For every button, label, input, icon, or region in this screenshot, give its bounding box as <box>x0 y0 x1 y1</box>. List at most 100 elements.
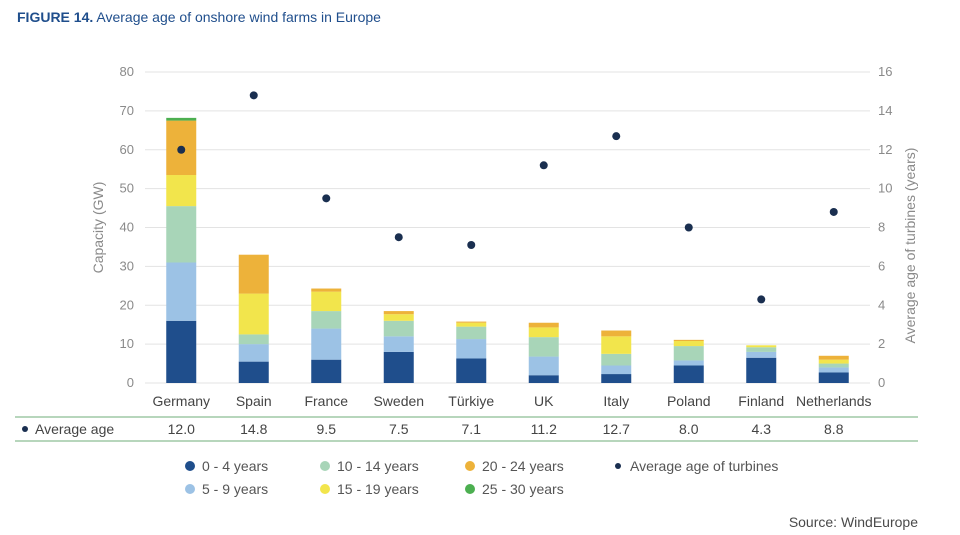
bar-finland-5-9-years <box>746 351 777 358</box>
bar-france-10-14-years <box>311 311 342 329</box>
age-dot-finland <box>757 295 766 304</box>
bar-uk-20-24-years <box>528 322 559 328</box>
bar-sweden-10-14-years <box>383 320 414 337</box>
bar-germany-5-9-years <box>166 262 197 321</box>
bar-sweden-20-24-years <box>383 311 414 315</box>
category-label-poland: Poland <box>667 393 711 409</box>
age-value-uk: 11.2 <box>531 421 557 437</box>
bar-germany-10-14-years <box>166 206 197 263</box>
bar-italy-10-14-years <box>601 353 632 366</box>
y2-tick-0: 0 <box>878 375 885 390</box>
y2-tick-14: 14 <box>878 103 892 118</box>
y-axis-label: Capacity (GW) <box>90 182 106 274</box>
bar-uk-15-19-years <box>528 327 559 338</box>
legend-label-5-9-years: 5 - 9 years <box>202 481 268 497</box>
age-value-sweden: 7.5 <box>389 421 409 437</box>
bar-netherlands-20-24-years <box>818 355 849 360</box>
legend-label-20-24-years: 20 - 24 years <box>482 458 564 474</box>
age-value-spain: 14.8 <box>240 421 267 437</box>
legend-marker-25-30-years <box>465 484 475 494</box>
y-tick-70: 70 <box>120 103 134 118</box>
age-value-poland: 8.0 <box>679 421 699 437</box>
figure-number: FIGURE 14. <box>17 9 94 25</box>
bar-t-rkiye-5-9-years <box>456 339 487 359</box>
y-tick-30: 30 <box>120 258 134 273</box>
category-label-t-rkiye: Türkiye <box>448 393 494 409</box>
y2-tick-8: 8 <box>878 220 885 235</box>
bar-finland-15-19-years <box>746 345 777 348</box>
legend-marker-5-9-years <box>185 484 195 494</box>
y2-tick-10: 10 <box>878 181 892 196</box>
legend-marker-20-24-years <box>465 461 475 471</box>
legend-marker-0-4-years <box>185 461 195 471</box>
bar-poland-0-4-years <box>673 365 704 383</box>
category-label-sweden: Sweden <box>373 393 424 409</box>
age-value-netherlands: 8.8 <box>824 421 844 437</box>
bar-t-rkiye-0-4-years <box>456 358 487 383</box>
y-tick-0: 0 <box>127 375 134 390</box>
age-value-germany: 12.0 <box>168 421 195 437</box>
bar-netherlands-0-4-years <box>818 372 849 383</box>
category-label-germany: Germany <box>152 393 210 409</box>
bar-france-15-19-years <box>311 291 342 312</box>
legend-marker-10-14-years <box>320 461 330 471</box>
bar-poland-15-19-years <box>673 341 704 347</box>
age-value-finland: 4.3 <box>752 421 772 437</box>
bar-germany-25-30-years <box>166 117 197 121</box>
bar-poland-20-24-years <box>673 339 704 342</box>
legend-label-10-14-years: 10 - 14 years <box>337 458 419 474</box>
age-dot-italy <box>612 132 621 141</box>
legend-label-0-4-years: 0 - 4 years <box>202 458 268 474</box>
age-dot-france <box>322 194 331 203</box>
y-tick-80: 80 <box>120 64 134 79</box>
category-label-france: France <box>304 393 348 409</box>
legend-label-15-19-years: 15 - 19 years <box>337 481 419 497</box>
age-value-italy: 12.7 <box>603 421 630 437</box>
y2-tick-2: 2 <box>878 336 885 351</box>
bar-finland-10-14-years <box>746 347 777 352</box>
category-label-spain: Spain <box>236 393 272 409</box>
legend-marker-average-age-of-turbines <box>615 463 621 469</box>
bar-sweden-15-19-years <box>383 314 414 321</box>
bar-france-0-4-years <box>311 359 342 383</box>
bar-spain-5-9-years <box>238 344 269 362</box>
category-label-netherlands: Netherlands <box>796 393 872 409</box>
bar-italy-0-4-years <box>601 374 632 383</box>
bar-spain-10-14-years <box>238 334 269 345</box>
bar-uk-5-9-years <box>528 356 559 376</box>
age-dot-poland <box>684 223 693 232</box>
bar-sweden-5-9-years <box>383 336 414 352</box>
y-tick-60: 60 <box>120 142 134 157</box>
bar-spain-20-24-years <box>238 254 269 294</box>
y-tick-20: 20 <box>120 297 134 312</box>
age-dot-germany <box>177 145 186 154</box>
bar-finland-0-4-years <box>746 357 777 383</box>
bar-spain-15-19-years <box>238 293 269 335</box>
bar-germany-15-19-years <box>166 175 197 207</box>
bar-france-20-24-years <box>311 288 342 292</box>
y2-axis-label: Average age of turbines (years) <box>902 148 918 344</box>
bar-italy-5-9-years <box>601 365 632 375</box>
y2-tick-12: 12 <box>878 142 892 157</box>
bar-uk-0-4-years <box>528 375 559 383</box>
source-note: Source: WindEurope <box>788 514 918 530</box>
age-dot-uk <box>539 161 548 170</box>
category-label-italy: Italy <box>603 393 629 409</box>
bar-germany-0-4-years <box>166 320 197 383</box>
figure-title-text: Average age of onshore wind farms in Eur… <box>96 9 381 25</box>
age-value-t-rkiye: 7.1 <box>462 421 482 437</box>
bar-netherlands-15-19-years <box>818 359 849 364</box>
age-dot-t-rkiye <box>467 240 476 249</box>
age-dot-sweden <box>394 233 403 242</box>
y-tick-50: 50 <box>120 181 134 196</box>
figure-title: FIGURE 14. Average age of onshore wind f… <box>17 9 381 25</box>
bar-italy-20-24-years <box>601 330 632 337</box>
bar-t-rkiye-15-19-years <box>456 322 487 327</box>
bar-poland-5-9-years <box>673 360 704 366</box>
y2-tick-6: 6 <box>878 258 885 273</box>
age-value-france: 9.5 <box>317 421 337 437</box>
bar-france-5-9-years <box>311 328 342 360</box>
bar-netherlands-10-14-years <box>818 363 849 368</box>
legend-label-25-30-years: 25 - 30 years <box>482 481 564 497</box>
